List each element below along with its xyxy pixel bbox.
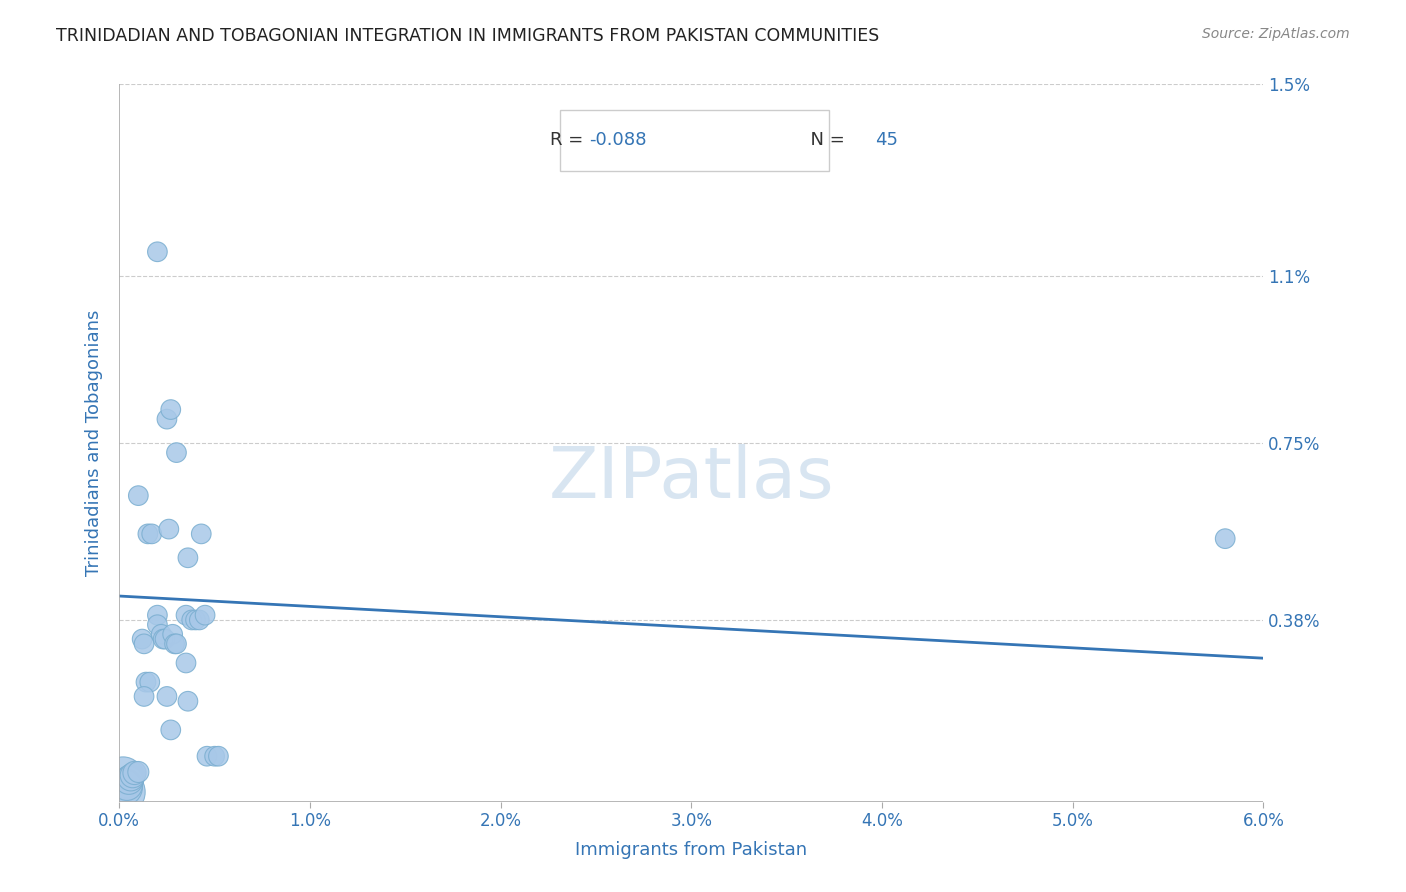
Point xyxy=(204,749,226,764)
Text: 45: 45 xyxy=(876,131,898,149)
Point xyxy=(153,632,176,646)
Point xyxy=(166,637,188,651)
Text: Source: ZipAtlas.com: Source: ZipAtlas.com xyxy=(1202,27,1350,41)
Point xyxy=(1213,532,1236,546)
Point xyxy=(207,749,229,764)
Point xyxy=(115,778,138,792)
Point xyxy=(177,694,200,708)
Point xyxy=(156,690,179,704)
Text: R =: R = xyxy=(550,131,589,149)
Point xyxy=(157,522,180,536)
Point xyxy=(139,675,162,690)
Point xyxy=(121,768,143,782)
Point xyxy=(156,412,179,426)
Point xyxy=(150,627,173,641)
Point xyxy=(120,771,142,785)
Point xyxy=(118,773,141,788)
Text: N =: N = xyxy=(799,131,851,149)
Point xyxy=(152,632,174,646)
Point xyxy=(159,723,181,737)
Point xyxy=(174,608,197,623)
Point xyxy=(146,617,169,632)
Point xyxy=(188,613,211,627)
Point xyxy=(166,445,188,459)
Point xyxy=(111,785,134,799)
Text: -0.088: -0.088 xyxy=(589,131,647,149)
Point xyxy=(127,489,149,503)
FancyBboxPatch shape xyxy=(560,110,828,170)
Point xyxy=(146,244,169,259)
Point xyxy=(163,637,186,651)
Text: TRINIDADIAN AND TOBAGONIAN INTEGRATION IN IMMIGRANTS FROM PAKISTAN COMMUNITIES: TRINIDADIAN AND TOBAGONIAN INTEGRATION I… xyxy=(56,27,880,45)
Point xyxy=(195,749,218,764)
Point xyxy=(124,766,146,780)
Y-axis label: Trinidadians and Tobagonians: Trinidadians and Tobagonians xyxy=(86,310,103,576)
Point xyxy=(131,632,153,646)
Point xyxy=(132,690,155,704)
Point xyxy=(180,613,202,627)
Point xyxy=(174,656,197,670)
Point xyxy=(184,613,207,627)
Point xyxy=(136,527,159,541)
X-axis label: Immigrants from Pakistan: Immigrants from Pakistan xyxy=(575,841,807,859)
Point xyxy=(146,608,169,623)
Point xyxy=(177,550,200,565)
Point xyxy=(135,675,157,690)
Point xyxy=(190,527,212,541)
Point xyxy=(162,627,184,641)
Point xyxy=(159,402,181,417)
Text: ZIPatlas: ZIPatlas xyxy=(548,444,834,514)
Point xyxy=(194,608,217,623)
Point xyxy=(112,771,135,785)
Point xyxy=(112,780,135,795)
Point xyxy=(141,527,163,541)
Point xyxy=(127,764,149,779)
Point xyxy=(132,637,155,651)
